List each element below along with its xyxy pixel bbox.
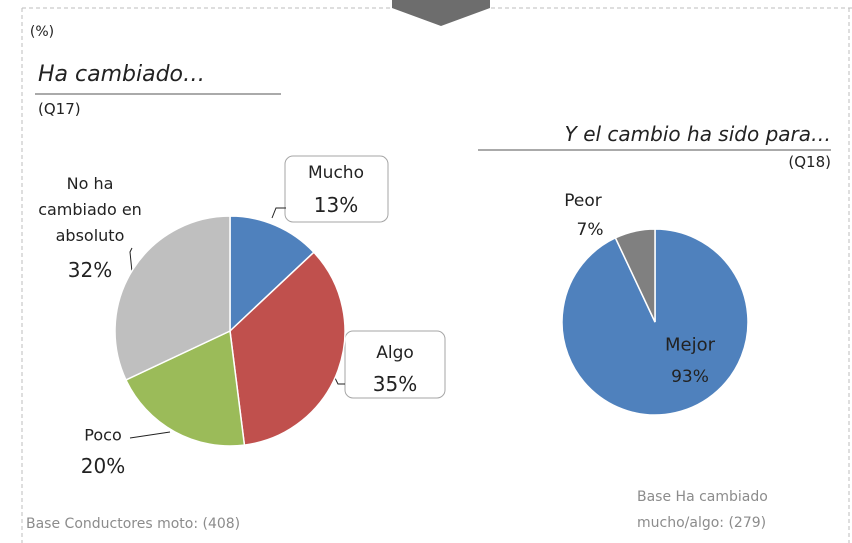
value-label: 7% [576, 220, 604, 240]
pie-slice [561, 228, 749, 416]
chart-subtitle: (Q18) [788, 153, 831, 171]
leader-line [271, 207, 286, 219]
value-label: 35% [372, 372, 418, 396]
pie-slice [614, 228, 656, 323]
chart-title: Ha cambiado… [38, 62, 206, 87]
base-note: Base Ha cambiado mucho/algo: (279) [637, 489, 768, 531]
pie-slice [229, 215, 315, 333]
arrow-marker [392, 0, 490, 26]
chart-title: Y el cambio ha sido para… [564, 122, 831, 146]
chart-subtitle: (Q17) [38, 100, 81, 118]
slice-label: Mejor [664, 334, 716, 356]
leader-line [129, 431, 171, 439]
slice-label: Algo [376, 343, 414, 363]
pie-slice [114, 215, 231, 381]
value-label: 32% [67, 258, 113, 282]
value-label: 93% [671, 367, 709, 387]
pie-slice [229, 251, 346, 446]
callout-box [344, 330, 446, 399]
callout-box [284, 155, 389, 223]
leader-line [129, 247, 133, 273]
unit-label: (%) [29, 24, 55, 40]
slice-label: No ha cambiado en absoluto [38, 174, 142, 245]
value-label: 20% [80, 454, 126, 478]
slice-label: Poco [84, 425, 122, 445]
pie-slice [124, 329, 246, 447]
slice-label: Peor [564, 191, 602, 211]
value-label: 13% [313, 193, 359, 217]
base-note: Base Conductores moto: (408) [26, 516, 241, 532]
slice-label: Mucho [308, 163, 364, 183]
